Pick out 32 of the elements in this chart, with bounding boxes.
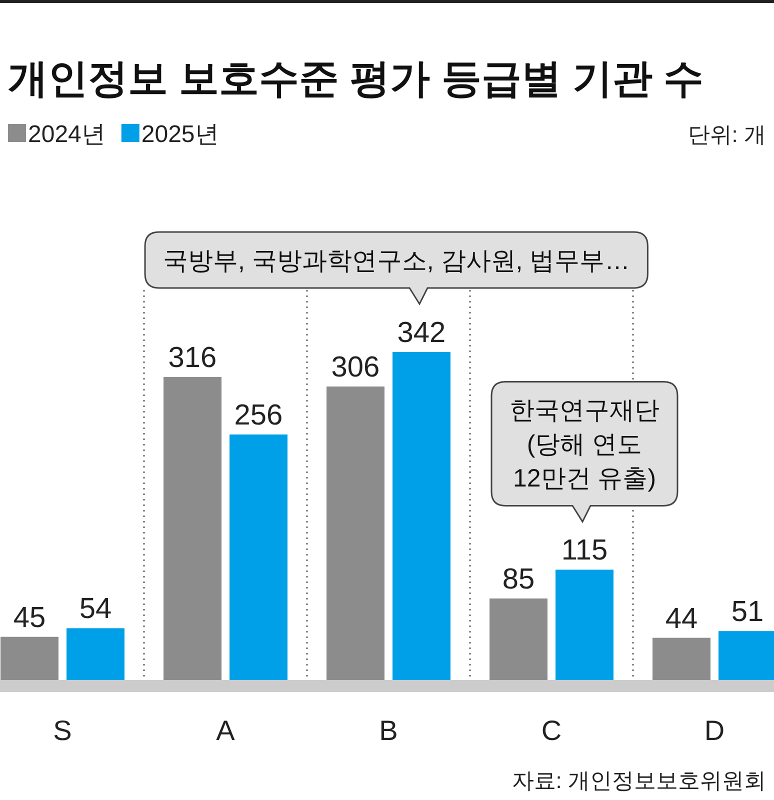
data-label: 45 [13, 602, 46, 634]
legend-label: 2024년 [28, 121, 106, 148]
bar [490, 598, 548, 680]
data-label: 51 [731, 596, 764, 628]
data-label: 85 [502, 563, 535, 596]
bar [66, 628, 124, 680]
x-tick-label: C [541, 715, 562, 746]
x-tick-label: D [704, 715, 725, 746]
text: 자료: 개인정보보호위원회 [512, 768, 766, 793]
bar [326, 386, 384, 680]
data-label: 316 [168, 342, 217, 374]
bar [164, 376, 222, 680]
annotation: 한국연구재단 (당해 연도 12만건 유출) [510, 396, 660, 493]
data-label: 256 [234, 399, 283, 432]
x-tick-label: B [379, 715, 398, 746]
data-label: 44 [665, 602, 698, 635]
bar [556, 570, 614, 680]
x-tick-label: A [216, 715, 236, 746]
bar [230, 434, 288, 680]
bar [0, 636, 58, 680]
chart-title: 개인정보 보호수준 평가 등급별 기관 수 [8, 57, 704, 101]
callout: 국방부, 국방과학연구소, 감사원, 법무부… [144, 231, 648, 305]
data-label: 115 [561, 534, 608, 567]
x-tick-label: S [53, 715, 72, 746]
legend-label: 2025년 [141, 121, 219, 148]
bar [392, 352, 450, 680]
text: 단위: 개 [688, 122, 766, 147]
data-label: 306 [331, 352, 380, 384]
data-label: 54 [79, 593, 112, 626]
bar [652, 638, 710, 680]
data-label: 342 [397, 317, 446, 349]
callout: 한국연구재단 (당해 연도 12만건 유출) [490, 380, 678, 522]
